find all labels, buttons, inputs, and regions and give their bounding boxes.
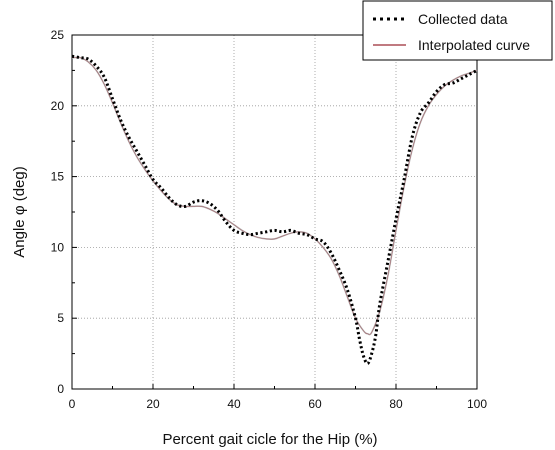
y-tick-label: 10 — [51, 240, 65, 254]
series-layer — [71, 54, 478, 366]
y-tick-label: 5 — [57, 311, 64, 325]
x-tick-label: 20 — [146, 397, 160, 411]
y-tick-label: 20 — [51, 99, 65, 113]
axis-ticks: 0 20 40 60 80 100 0 5 10 15 20 25 — [51, 28, 488, 411]
legend-label-interpolated: Interpolated curve — [418, 37, 530, 53]
x-tick-label: 0 — [69, 397, 76, 411]
y-axis-label: Angle φ (deg) — [11, 166, 28, 257]
x-tick-label: 60 — [308, 397, 322, 411]
series-interpolated-curve-core — [71, 57, 478, 335]
series-interpolated-curve — [71, 56, 478, 336]
y-tick-label: 25 — [51, 28, 65, 42]
plot-frame — [71, 34, 478, 390]
x-tick-label: 100 — [467, 397, 487, 411]
x-tick-label: 40 — [227, 397, 241, 411]
y-tick-label: 15 — [51, 170, 65, 184]
series-collected-data — [71, 54, 478, 366]
legend-box — [362, 0, 553, 61]
x-axis-label: Percent gait cicle for the Hip (%) — [162, 431, 377, 448]
grid-lines — [72, 35, 477, 389]
legend: Collected data Interpolated curve — [362, 0, 553, 61]
legend-label-collected: Collected data — [418, 11, 508, 27]
x-tick-label: 80 — [389, 397, 403, 411]
y-tick-label: 0 — [57, 382, 64, 396]
